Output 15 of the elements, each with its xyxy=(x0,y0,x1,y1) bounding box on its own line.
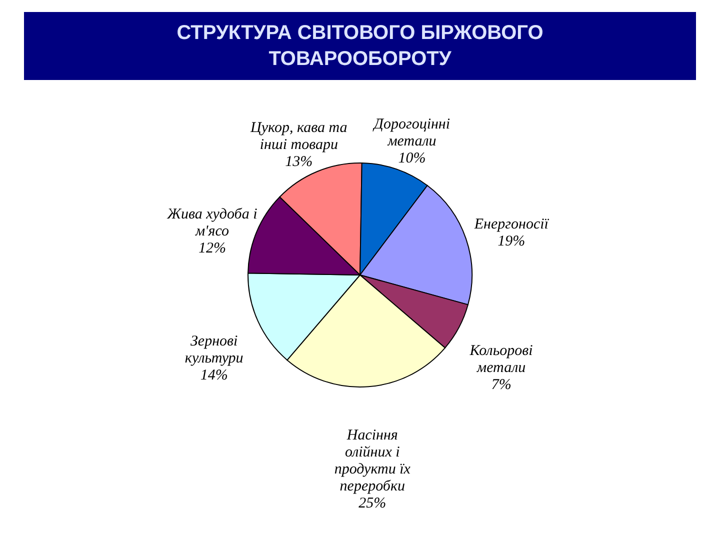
data-label: 10% xyxy=(398,150,426,167)
data-label: 19% xyxy=(498,233,526,250)
data-label: 7% xyxy=(491,377,512,394)
chart-title: СТРУКТУРА СВІТОВОГО БІРЖОВОГО ТОВАРООБОРОТУ xyxy=(24,12,696,80)
slice-label: Насіння олійних і продукти їх переробки xyxy=(334,428,411,495)
data-label: 12% xyxy=(198,240,226,257)
slice-label: Жива худоба і м'ясо xyxy=(166,206,258,240)
slice-label: Кольорові метали xyxy=(468,343,533,376)
slice-label: Енергоносії xyxy=(473,216,550,232)
slice-label: Дорогоцінні метали xyxy=(372,116,450,150)
slice-label: Цукор, кава та інші товари xyxy=(250,120,348,154)
data-label: 25% xyxy=(358,496,386,512)
data-label: 13% xyxy=(285,154,313,170)
slice-label: Зернові культури xyxy=(184,334,244,367)
data-label: 14% xyxy=(200,368,228,384)
